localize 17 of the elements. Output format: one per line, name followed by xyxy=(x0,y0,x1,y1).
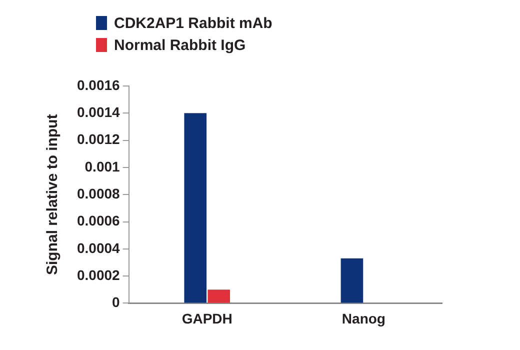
bar xyxy=(208,290,230,303)
legend-label: Normal Rabbit IgG xyxy=(114,36,246,54)
bar xyxy=(184,113,207,303)
x-tick-label: Nanog xyxy=(342,310,386,326)
y-tick-label: 0.0002 xyxy=(76,266,120,283)
y-axis-title: Signal relative to input xyxy=(44,114,62,276)
y-tick-label: 0.0014 xyxy=(76,104,120,120)
legend-label: CDK2AP1 Rabbit mAb xyxy=(114,14,272,32)
y-tick-label: 0.001 xyxy=(84,158,120,174)
y-tick-label: 0 xyxy=(112,294,120,310)
x-tick-label: GAPDH xyxy=(182,310,232,326)
y-tick-label: 0.0004 xyxy=(76,240,120,256)
y-tick-label: 0.0016 xyxy=(76,76,120,93)
bar xyxy=(340,258,364,303)
y-tick-label: 0.0008 xyxy=(76,185,120,202)
y-tick-label: 0.0006 xyxy=(76,212,120,229)
y-tick-label: 0.0012 xyxy=(76,131,120,148)
